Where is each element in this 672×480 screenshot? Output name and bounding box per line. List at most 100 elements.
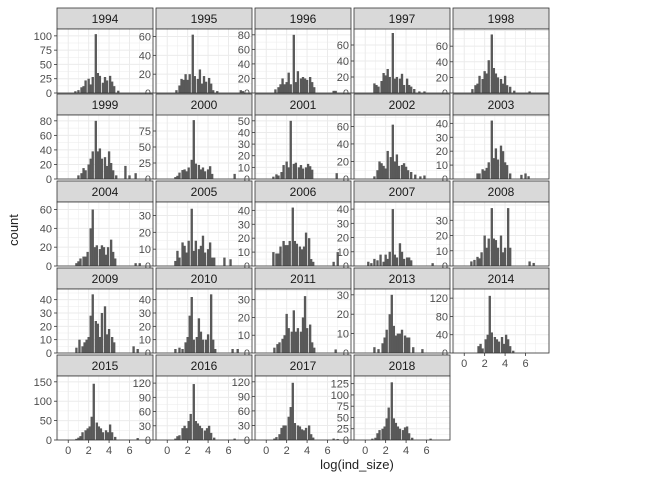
histogram-bar bbox=[307, 425, 311, 440]
histogram-bar bbox=[383, 337, 386, 353]
histogram-bar bbox=[287, 328, 290, 353]
histogram-bar bbox=[528, 261, 531, 266]
histogram-bar bbox=[181, 349, 184, 353]
facet-label: 2009 bbox=[92, 272, 119, 286]
histogram-bar bbox=[336, 439, 339, 440]
panel-border bbox=[452, 114, 550, 180]
histogram-bar bbox=[213, 257, 216, 266]
panel-border bbox=[155, 114, 253, 180]
histogram-bar bbox=[291, 382, 294, 440]
panel-border bbox=[155, 375, 253, 441]
x-tick-label: 0 bbox=[461, 358, 467, 370]
y-tick-label: 30 bbox=[337, 290, 349, 302]
y-tick-label: 90 bbox=[139, 392, 151, 404]
histogram-bar bbox=[81, 346, 84, 353]
histogram-bar bbox=[509, 173, 512, 179]
histogram-bar bbox=[199, 245, 203, 266]
histogram-bar bbox=[98, 75, 102, 93]
histogram-bar bbox=[277, 87, 280, 93]
histogram-bar bbox=[496, 247, 500, 266]
histogram-bar bbox=[373, 258, 376, 266]
histogram-bar bbox=[277, 253, 280, 266]
x-tick-label: 0 bbox=[65, 445, 71, 457]
histogram-bar bbox=[283, 84, 286, 93]
histogram-bar bbox=[285, 161, 288, 179]
y-tick-label: 60 bbox=[238, 406, 250, 418]
histogram-bar bbox=[407, 337, 411, 353]
histogram-bar bbox=[114, 258, 117, 266]
histogram-bar bbox=[390, 382, 393, 440]
histogram-bar bbox=[419, 176, 422, 179]
histogram-bar bbox=[376, 433, 379, 440]
histogram-bar bbox=[282, 425, 285, 440]
histogram-bar bbox=[373, 347, 376, 353]
facet-2013: 2013 0 10 20 30 bbox=[337, 267, 451, 360]
histogram-bar bbox=[124, 165, 127, 179]
histogram-bar bbox=[192, 250, 195, 266]
histogram-bar bbox=[501, 252, 505, 266]
y-tick-label: 40 bbox=[238, 205, 250, 217]
histogram-bar bbox=[208, 166, 212, 179]
histogram-bar bbox=[187, 240, 190, 266]
histogram-bar bbox=[273, 347, 276, 353]
histogram-bar bbox=[398, 333, 402, 353]
y-tick-label: 10 bbox=[436, 160, 448, 172]
histogram-bar bbox=[236, 349, 239, 353]
facet-1996: 1996020406080 bbox=[238, 7, 352, 100]
histogram-bar bbox=[114, 436, 117, 440]
histogram-bar bbox=[313, 347, 316, 353]
panel-border bbox=[155, 288, 253, 354]
y-tick-label: 30 bbox=[436, 215, 448, 227]
histogram-bar bbox=[214, 349, 217, 353]
histogram-bar bbox=[199, 331, 203, 353]
y-tick-label: 60 bbox=[139, 32, 151, 44]
facet-label: 2018 bbox=[389, 359, 416, 373]
histogram-bar bbox=[136, 349, 139, 353]
histogram-bar bbox=[505, 85, 509, 93]
histogram-bar bbox=[278, 342, 281, 353]
histogram-bar bbox=[295, 243, 299, 266]
histogram-bar bbox=[524, 173, 527, 179]
histogram-bar bbox=[402, 163, 406, 179]
y-tick-label: 0 bbox=[244, 174, 250, 186]
histogram-bar bbox=[336, 252, 339, 266]
histogram-bar bbox=[483, 170, 486, 179]
histogram-bar bbox=[93, 247, 96, 266]
y-tick-label: 60 bbox=[337, 121, 349, 133]
facet-1998: 19980204060 bbox=[436, 7, 550, 100]
histogram-bar bbox=[77, 261, 80, 266]
y-tick-label: 30 bbox=[139, 210, 151, 222]
panel-border bbox=[353, 114, 451, 180]
histogram-bar bbox=[200, 428, 204, 440]
x-tick-label: 0 bbox=[263, 445, 269, 457]
histogram-bar bbox=[206, 249, 210, 266]
y-tick-label: 10 bbox=[238, 162, 250, 174]
histogram-bar bbox=[176, 250, 179, 266]
histogram-bar bbox=[487, 162, 490, 179]
y-tick-label: 50 bbox=[139, 142, 151, 154]
histogram-bar bbox=[196, 423, 200, 440]
histogram-bar bbox=[103, 157, 107, 179]
histogram-bar bbox=[501, 151, 505, 179]
histogram-bar bbox=[280, 172, 283, 179]
y-tick-label: 30 bbox=[238, 139, 250, 151]
histogram-bar bbox=[400, 73, 404, 93]
histogram-bar bbox=[207, 77, 211, 93]
histogram-bar bbox=[107, 151, 111, 179]
histogram-bar bbox=[86, 251, 89, 266]
y-tick-label: 150 bbox=[34, 377, 52, 389]
histogram-bar bbox=[110, 337, 114, 353]
facet-label: 1994 bbox=[92, 12, 119, 26]
histogram-bar bbox=[201, 339, 205, 353]
histogram-bar bbox=[421, 349, 424, 353]
y-tick-label: 40 bbox=[337, 204, 349, 216]
histogram-bar bbox=[287, 167, 290, 179]
histogram-bar bbox=[233, 438, 236, 440]
histogram-bar bbox=[201, 167, 205, 179]
histogram-bar bbox=[178, 347, 181, 353]
y-tick-label: 0 bbox=[442, 261, 448, 273]
histogram-bar bbox=[398, 78, 402, 93]
panel-border bbox=[254, 114, 352, 180]
y-tick-label: 25 bbox=[337, 424, 349, 436]
histogram-bar bbox=[313, 87, 316, 93]
